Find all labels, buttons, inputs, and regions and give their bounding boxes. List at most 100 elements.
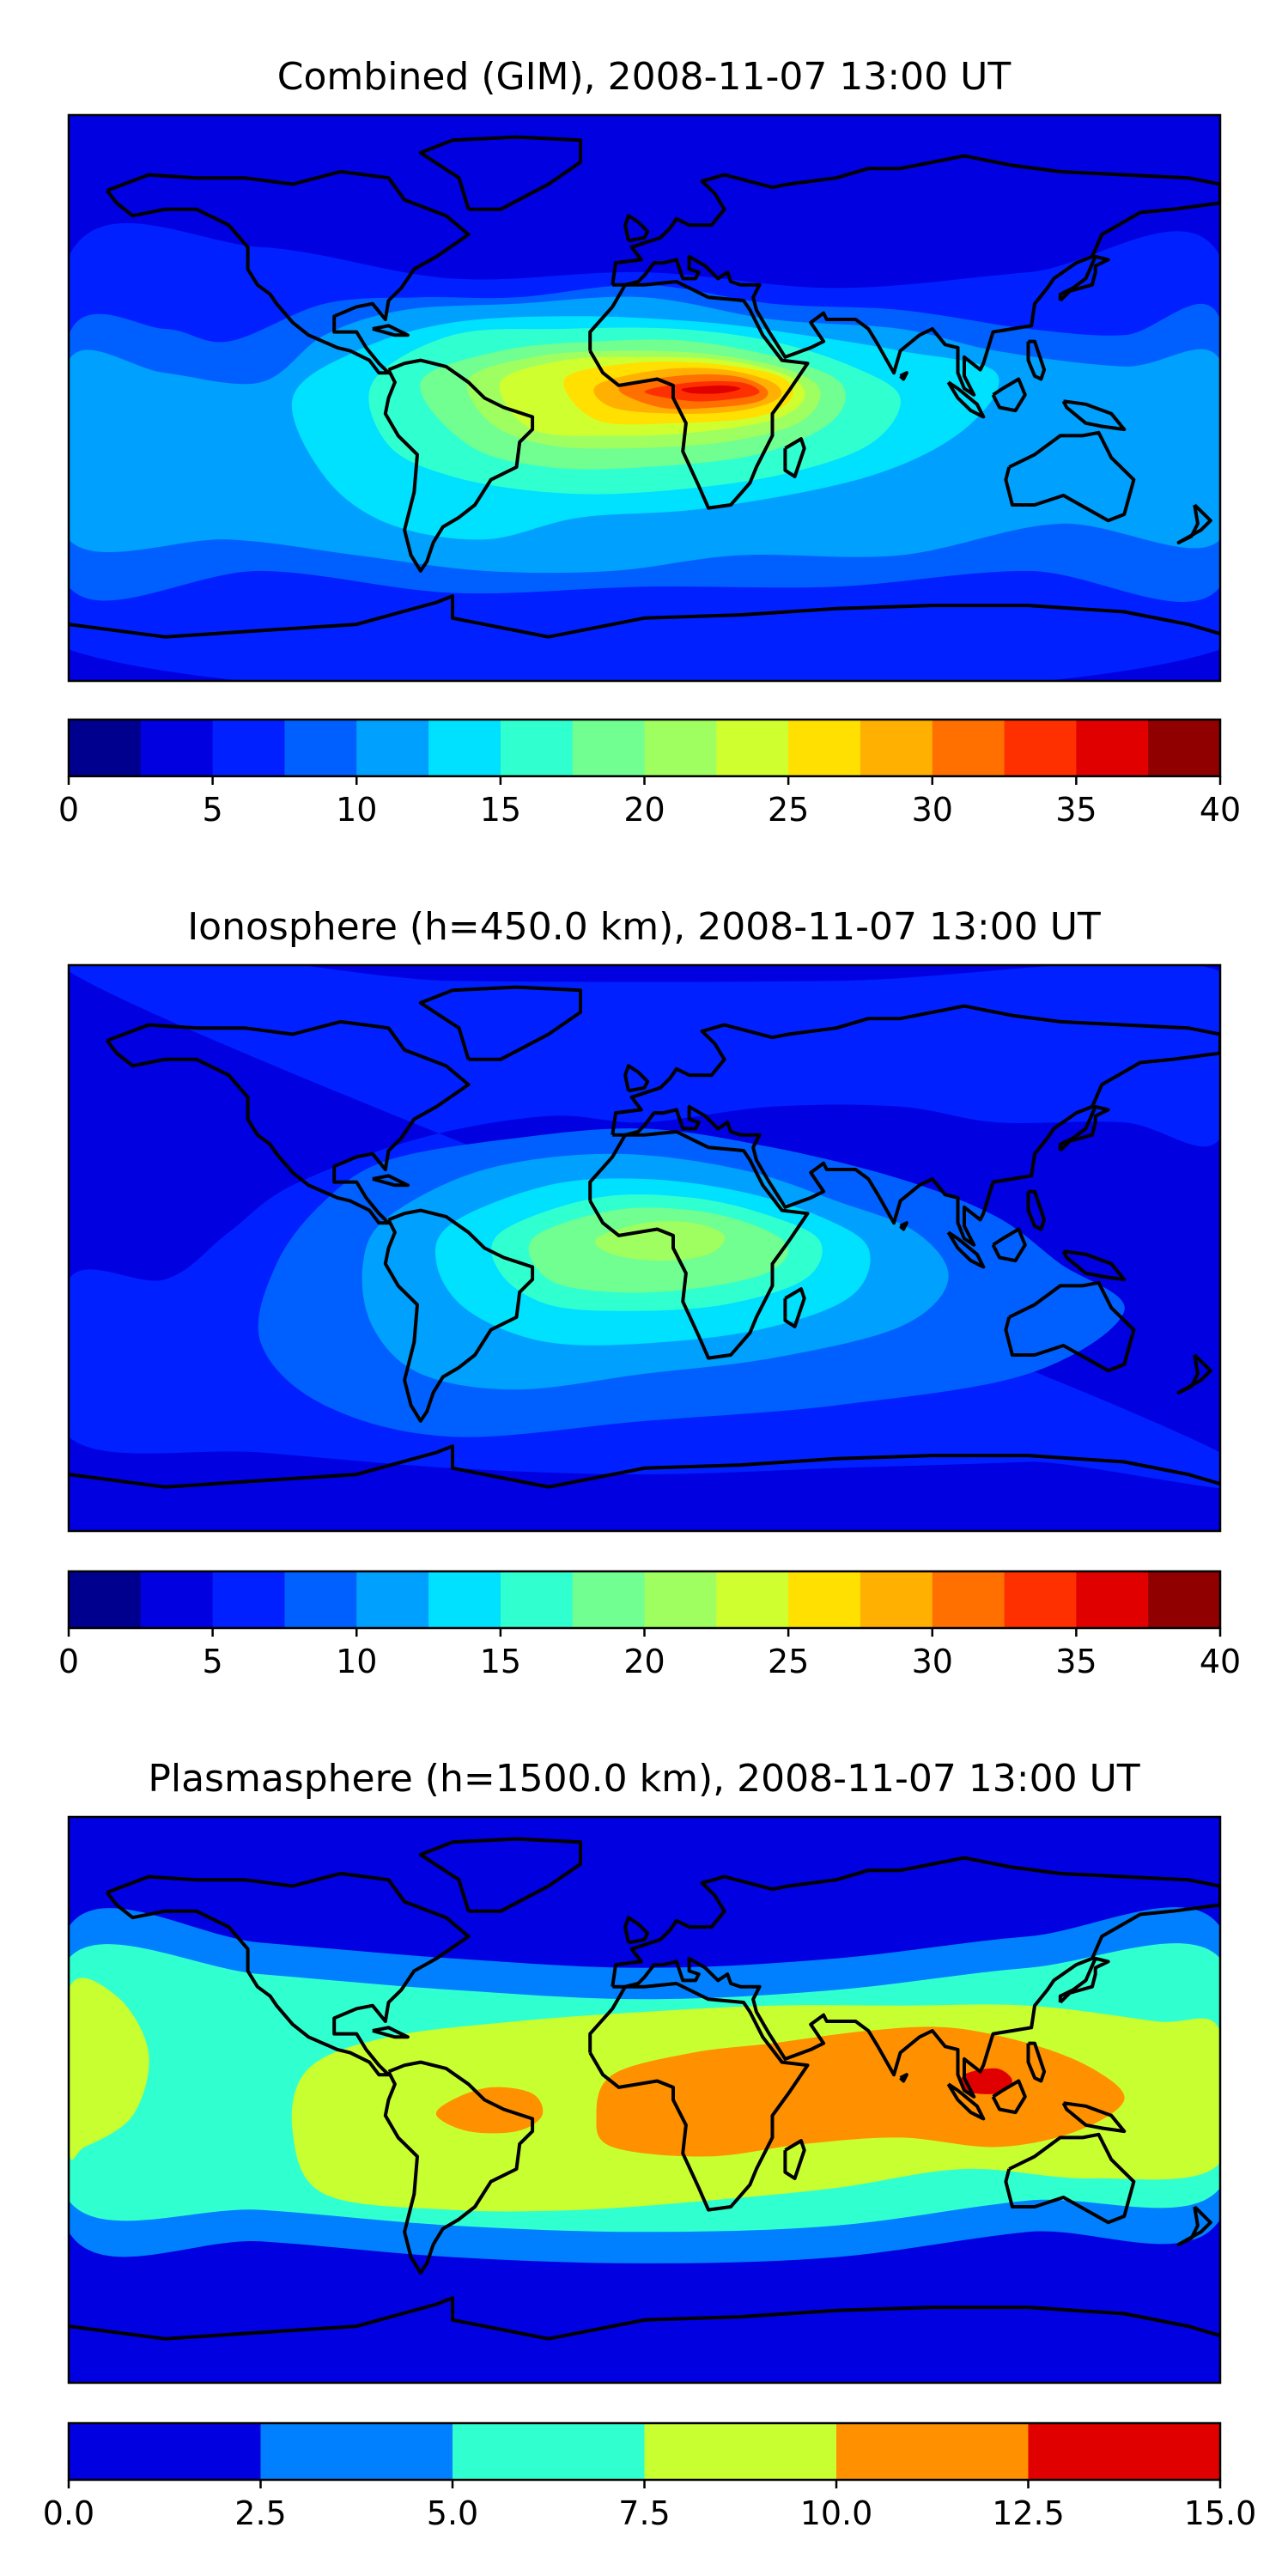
coastline xyxy=(1061,1249,1127,1282)
coastline xyxy=(899,371,908,381)
colorbar-swatch xyxy=(572,720,646,776)
coastline xyxy=(991,377,1027,413)
colorbar-swatch xyxy=(140,720,214,776)
colorbar-tick-label: 30 xyxy=(912,791,953,829)
colorbar-swatch xyxy=(284,720,357,776)
map-area xyxy=(69,1817,1220,2383)
colorbar-swatch xyxy=(932,720,1005,776)
colorbar-tick-label: 10 xyxy=(336,1643,377,1680)
colorbar-swatch xyxy=(140,1571,214,1628)
colorbar-swatch xyxy=(644,1571,717,1628)
colorbar-swatch xyxy=(69,720,142,776)
colorbar-tick-label: 35 xyxy=(1055,1643,1097,1680)
panel-plasmasphere: Plasmasphere (h=1500.0 km), 2008-11-07 1… xyxy=(43,1757,1257,2532)
map-frame xyxy=(67,1815,1222,2385)
colorbar-tick-label: 40 xyxy=(1200,791,1241,829)
coastline xyxy=(106,169,471,375)
colorbar-tick-label: 20 xyxy=(623,791,665,829)
colorbar-tick-label: 0 xyxy=(58,1643,79,1680)
colorbar-tick-label: 35 xyxy=(1055,791,1097,829)
colorbar-swatch xyxy=(1004,1571,1077,1628)
colorbar-swatch xyxy=(788,720,861,776)
colorbar-tick-label: 40 xyxy=(1200,1643,1241,1680)
map-frame xyxy=(67,113,1222,683)
coastline xyxy=(1058,254,1110,302)
coastline xyxy=(1176,503,1212,544)
colorbar-swatch xyxy=(428,720,501,776)
colorbar-swatch xyxy=(1148,1571,1221,1628)
colorbar-swatch xyxy=(1028,2423,1221,2480)
coastline xyxy=(1176,1353,1212,1394)
coastline xyxy=(1004,1280,1136,1373)
contour-band xyxy=(435,2087,544,2134)
colorbar-tick-label: 2.5 xyxy=(234,2494,286,2532)
colorbar-tick-label: 0.0 xyxy=(43,2494,94,2532)
coastline xyxy=(383,2060,535,2275)
colorbar-tick-label: 15 xyxy=(480,791,521,829)
coastline xyxy=(899,1221,908,1231)
coastline xyxy=(69,2296,1220,2341)
coastline xyxy=(383,358,535,573)
coastline xyxy=(899,2073,908,2083)
colorbar-swatch xyxy=(572,1571,646,1628)
coastline xyxy=(991,2079,1027,2115)
colorbar-swatch xyxy=(644,2423,837,2480)
colorbar-swatch xyxy=(716,1571,789,1628)
colorbar-tick-label: 25 xyxy=(768,791,809,829)
colorbar-tick-label: 15.0 xyxy=(1184,2494,1257,2532)
colorbar-swatch xyxy=(644,720,717,776)
coastline xyxy=(1058,1104,1110,1152)
colorbar-swatch xyxy=(788,1571,861,1628)
coastline xyxy=(1026,339,1047,381)
contour-band xyxy=(960,2068,1012,2094)
colorbar-swatch xyxy=(356,1571,429,1628)
colorbar-swatch xyxy=(356,720,429,776)
coastline xyxy=(611,1004,1220,1247)
coastline xyxy=(1026,1189,1047,1231)
coastline xyxy=(69,1444,1220,1489)
colorbar-swatch xyxy=(1148,720,1221,776)
coastline xyxy=(372,2026,410,2039)
coastline xyxy=(69,594,1220,639)
coastline xyxy=(946,380,986,419)
coastline xyxy=(611,154,1220,397)
colorbar-swatch xyxy=(284,1571,357,1628)
panel-title: Plasmasphere (h=1500.0 km), 2008-11-07 1… xyxy=(148,1757,1139,1801)
panel-title: Combined (GIM), 2008-11-07 13:00 UT xyxy=(277,55,1012,99)
coastline xyxy=(106,1871,471,2077)
colorbar-swatch xyxy=(453,2423,646,2480)
colorbar-tick-label: 5 xyxy=(203,791,223,829)
coastline xyxy=(1061,399,1127,432)
coastlines xyxy=(69,985,1220,1489)
coastline xyxy=(611,1856,1220,2099)
panel-combined: Combined (GIM), 2008-11-07 13:00 UT 0 5 10… xyxy=(58,55,1241,829)
coastline xyxy=(372,324,410,337)
coastline xyxy=(623,1064,650,1093)
panel-title: Ionosphere (h=450.0 km), 2008-11-07 13:0… xyxy=(187,905,1101,949)
coastline xyxy=(1026,2041,1047,2083)
coastline xyxy=(946,2082,986,2121)
coastline xyxy=(588,280,810,510)
colorbar-swatch xyxy=(69,1571,142,1628)
colorbar-swatch xyxy=(1076,1571,1149,1628)
coastline xyxy=(372,1174,410,1188)
map-frame xyxy=(67,963,1222,1533)
coastline xyxy=(418,1837,582,1913)
coastlines xyxy=(69,1837,1220,2341)
colorbar-swatch xyxy=(716,720,789,776)
colorbar-swatch xyxy=(500,720,574,776)
coastline xyxy=(783,2139,806,2180)
coastline xyxy=(623,214,650,243)
coastline xyxy=(1176,2205,1212,2246)
contour-band xyxy=(69,1978,149,2160)
colorbar-swatch xyxy=(836,2423,1030,2480)
coastline xyxy=(1058,1956,1110,2004)
colorbar-swatch xyxy=(500,1571,574,1628)
colorbar-swatch xyxy=(260,2423,453,2480)
coastline xyxy=(418,985,582,1061)
panel-ionosphere: Ionosphere (h=450.0 km), 2008-11-07 13:0… xyxy=(58,905,1241,1680)
coastline xyxy=(383,1208,535,1423)
coastline xyxy=(1004,430,1136,523)
coastline xyxy=(623,1916,650,1945)
